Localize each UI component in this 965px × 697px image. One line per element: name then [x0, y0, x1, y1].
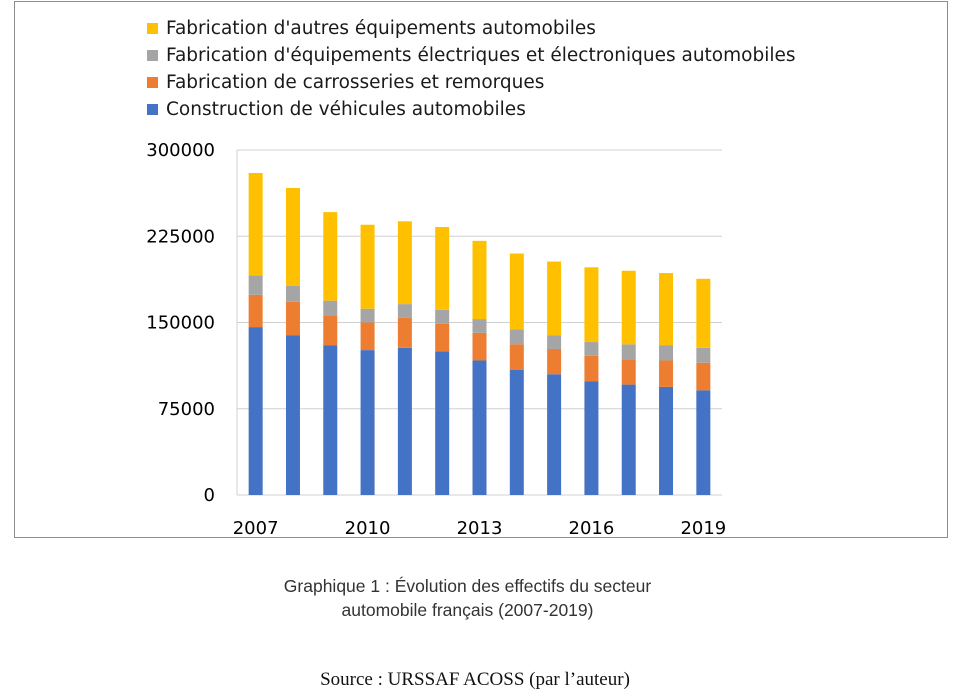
bar-segment-2016-s3 — [584, 267, 599, 343]
legend-label: Fabrication d'équipements électriques et… — [166, 45, 796, 66]
legend-swatch — [147, 104, 158, 115]
bar-segment-2015-s0 — [547, 374, 562, 495]
y-tick-label: 300000 — [146, 140, 215, 161]
bar-segment-2012-s2 — [435, 309, 450, 324]
caption-line-1: Graphique 1 : Évolution des effectifs du… — [283, 576, 652, 596]
bar-segment-2007-s0 — [248, 327, 263, 495]
bar-segment-2010-s2 — [360, 308, 375, 323]
bar-segment-2008-s1 — [285, 301, 300, 336]
figure-caption: Graphique 1 : Évolution des effectifs du… — [0, 574, 935, 622]
bar-segment-2009-s2 — [323, 300, 338, 316]
bar-segment-2013-s0 — [472, 360, 487, 495]
bar-segment-2014-s0 — [509, 369, 524, 495]
bar-segment-2013-s1 — [472, 332, 487, 361]
bar-segment-2013-s3 — [472, 240, 487, 320]
y-tick-label: 150000 — [146, 313, 215, 334]
bar-segment-2017-s2 — [621, 344, 636, 360]
bar-segment-2008-s3 — [285, 187, 300, 286]
y-tick-label: 225000 — [146, 226, 215, 247]
bar-segment-2007-s1 — [248, 294, 263, 328]
x-tick-label: 2013 — [457, 518, 503, 539]
bar-segment-2008-s2 — [285, 285, 300, 302]
legend-swatch — [147, 50, 158, 61]
bar-segment-2016-s1 — [584, 355, 599, 382]
bar-segment-2016-s2 — [584, 342, 599, 356]
stacked-bar-chart: 0 75000 150000 225000 300000 2007 2010 2013 2016… — [146, 18, 796, 539]
bar-segment-2018-s0 — [659, 386, 674, 495]
caption-line-2: automobile français (2007-2019) — [341, 600, 594, 620]
x-tick-label: 2007 — [233, 518, 279, 539]
bar-segment-2019-s0 — [696, 390, 711, 495]
bar-segment-2017-s3 — [621, 270, 636, 345]
bar-segment-2012-s3 — [435, 227, 450, 310]
bar-segment-2010-s3 — [360, 224, 375, 309]
bar-segment-2015-s1 — [547, 348, 562, 375]
bar-segment-2009-s1 — [323, 315, 338, 346]
x-tick-label: 2010 — [345, 518, 391, 539]
bar-segment-2011-s2 — [397, 304, 412, 318]
bar-segment-2014-s1 — [509, 344, 524, 370]
bar-segment-2017-s0 — [621, 384, 636, 495]
bar-segment-2019-s1 — [696, 362, 711, 391]
bar-segment-2016-s0 — [584, 381, 599, 495]
y-tick-label: 75000 — [158, 399, 215, 420]
legend-swatch — [147, 23, 158, 34]
bar-segment-2017-s1 — [621, 359, 636, 385]
bar-segment-2015-s2 — [547, 335, 562, 349]
bar-segment-2011-s3 — [397, 221, 412, 305]
source-note: Source : URSSAF ACOSS (par l’auteur) — [320, 669, 630, 690]
bar-segment-2011-s0 — [397, 347, 412, 495]
bar-segment-2018-s1 — [659, 360, 674, 387]
chart-frame: 0 75000 150000 225000 300000 2007 2010 2013 2016… — [14, 1, 948, 539]
bar-segment-2009-s0 — [323, 345, 338, 495]
bar-segment-2008-s0 — [285, 335, 300, 495]
bar-segment-2014-s2 — [509, 329, 524, 345]
bar-segment-2019-s3 — [696, 278, 711, 348]
bar-segment-2011-s1 — [397, 317, 412, 348]
bar-segment-2013-s2 — [472, 319, 487, 333]
bar-segment-2007-s3 — [248, 173, 263, 276]
bar-segment-2014-s3 — [509, 253, 524, 330]
bar-segment-2009-s3 — [323, 212, 338, 301]
legend-label: Fabrication de carrosseries et remorques — [166, 72, 544, 93]
y-tick-label: 0 — [204, 485, 215, 506]
legend-label: Fabrication d'autres équipements automob… — [166, 18, 596, 39]
legend-swatch — [147, 77, 158, 88]
bar-segment-2019-s2 — [696, 347, 711, 363]
bar-segment-2015-s3 — [547, 261, 562, 336]
bar-segment-2018-s2 — [659, 345, 674, 361]
legend-label: Construction de véhicules automobiles — [166, 99, 526, 120]
x-tick-label: 2016 — [569, 518, 615, 539]
bar-segment-2018-s3 — [659, 273, 674, 346]
bar-segment-2007-s2 — [248, 275, 263, 295]
x-tick-label: 2019 — [680, 518, 726, 539]
bar-segment-2012-s1 — [435, 323, 450, 352]
bar-segment-2010-s0 — [360, 350, 375, 495]
bar-segment-2012-s0 — [435, 351, 450, 495]
bar-segment-2010-s1 — [360, 322, 375, 351]
